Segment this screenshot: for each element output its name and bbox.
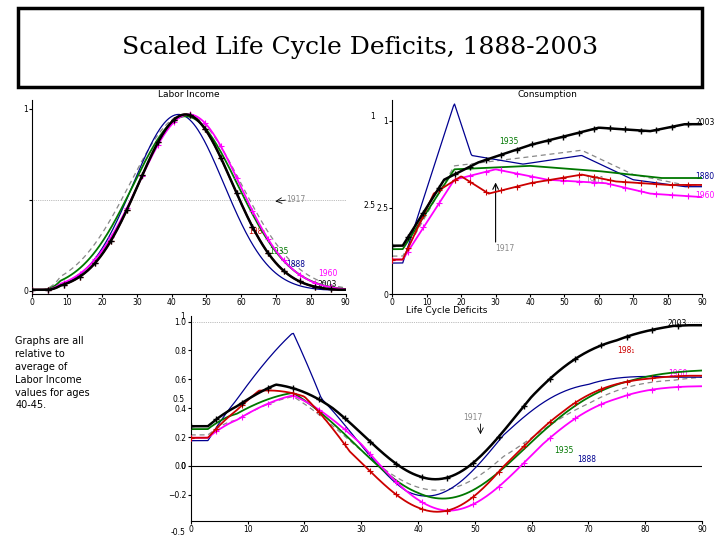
Text: 1960: 1960: [668, 369, 688, 379]
Title: Consumption: Consumption: [517, 90, 577, 99]
Text: 1901: 1901: [585, 176, 604, 185]
Text: 1888: 1888: [287, 260, 305, 269]
Text: 2003: 2003: [695, 118, 714, 127]
Text: 1917: 1917: [464, 413, 482, 422]
Title: Labor Income: Labor Income: [158, 90, 220, 99]
Text: 0: 0: [180, 462, 185, 471]
Text: 1917: 1917: [495, 244, 515, 253]
Text: 198₁: 198₁: [617, 346, 634, 355]
Text: 2.5: 2.5: [363, 200, 375, 210]
Text: Graphs are all
relative to
average of
Labor Income
values for ages
40-45.: Graphs are all relative to average of La…: [16, 336, 90, 410]
Text: Scaled Life Cycle Deficits, 1888-2003: Scaled Life Cycle Deficits, 1888-2003: [122, 36, 598, 59]
Text: 1888: 1888: [577, 455, 596, 464]
Text: 1: 1: [181, 312, 185, 321]
Text: 2003: 2003: [668, 319, 688, 328]
Text: 1: 1: [371, 112, 375, 121]
Text: 1960: 1960: [318, 269, 337, 278]
Text: 1935: 1935: [499, 137, 518, 146]
Text: 1960: 1960: [695, 191, 714, 200]
Text: 198₁: 198₁: [248, 227, 266, 237]
Text: 1880: 1880: [695, 172, 714, 181]
Text: 1935: 1935: [269, 247, 289, 256]
Text: 2003: 2003: [318, 280, 337, 289]
Text: 1935: 1935: [554, 446, 574, 455]
Text: 1917: 1917: [287, 195, 306, 204]
Text: 0.5: 0.5: [173, 395, 185, 404]
FancyBboxPatch shape: [18, 8, 702, 87]
Title: Life Cycle Deficits: Life Cycle Deficits: [405, 306, 487, 315]
Text: -0.5: -0.5: [170, 528, 185, 537]
